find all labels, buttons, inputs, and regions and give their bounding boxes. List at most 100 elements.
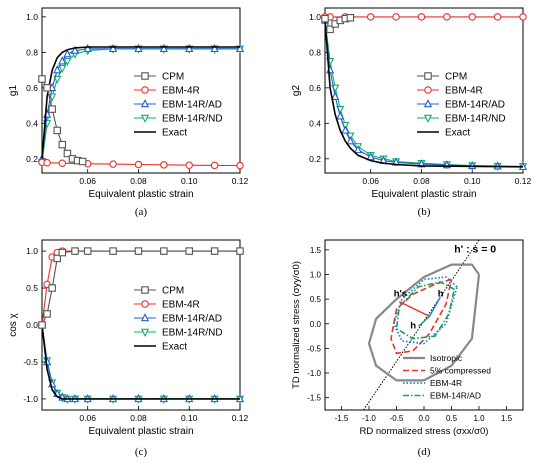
x-tick-label: 0.10 [181,413,198,423]
legend-marker [423,114,433,123]
y-tick-label: 0.6 [26,83,38,93]
data-point [53,126,61,135]
panel-label: (d) [418,446,431,458]
data-point [38,321,46,329]
data-point [236,161,244,170]
data-point [43,84,51,92]
x-tick-label: 0.06 [79,413,96,423]
panel-label: (c) [135,446,148,458]
data-point [53,65,62,74]
x-tick-label: 0.12 [232,413,249,423]
data-point [48,105,56,113]
x-tick-label: -0.5 [390,414,404,423]
y-axis-label: TD normalized stress (σyy/σ0) [291,261,302,389]
legend-label: CPM [445,72,467,83]
legend-label: EBM-14R/ND [162,114,223,125]
x-tick-label: 0.08 [130,413,147,423]
y-tick-label: 0.4 [26,118,38,128]
legend-label: EBM-4R [162,86,200,97]
x-tick-label: 0.08 [413,176,430,186]
data-point [210,43,219,53]
panel-label: (b) [418,206,431,218]
vector-h-green [418,315,430,327]
hs-annotation: h' : s = 0 [454,243,496,255]
y-tick-label: 0.2 [26,154,38,164]
y-tick-label: 0.0 [310,320,322,329]
data-point [63,49,72,58]
data-point [236,247,244,255]
legend-label: EBM-14R/AD [430,391,481,401]
data-point [321,14,329,23]
series-line-EBM-14R/AD [324,20,524,168]
data-point [71,247,79,255]
x-axis-label: Equivalent plastic strain [371,189,476,200]
y-tick-label: -1.0 [307,369,321,378]
data-point [392,13,400,21]
legend-label: Exact [162,128,187,139]
series-line-Exact [41,46,240,159]
legend-label: EBM-14R/ND [445,114,506,125]
legend-marker [141,286,149,294]
data-point [417,13,426,21]
x-tick-label: 0.12 [232,176,249,186]
legend-label: CPM [162,286,184,297]
panel-label: (a) [135,206,148,218]
data-point [346,136,355,145]
data-point [366,13,375,21]
data-point [493,13,502,21]
legend-marker [423,99,433,108]
plot-frame [324,239,524,411]
x-tick-label: 0.0 [418,414,430,423]
legend-label: EBM-4R [445,86,483,97]
y-tick-label: -1.5 [307,394,321,403]
y-axis-label: g2 [291,85,302,97]
x-tick-label: 0.06 [362,176,379,186]
data-point [134,160,143,169]
legend-label: EBM-14R/AD [162,314,222,325]
hs-line [363,239,480,411]
legend-marker [140,313,150,322]
x-tick-label: 0.08 [130,176,147,186]
series-line-EBM-4R [41,161,241,167]
legend-label: CPM [162,72,184,83]
y-tick-label: 1.5 [310,246,322,255]
plot-frame [41,239,241,411]
data-point [210,161,219,170]
data-point [519,13,527,21]
data-point [336,111,345,120]
data-point [108,43,118,53]
vector-label-h-blue: h [438,289,444,300]
x-tick-label: 0.10 [181,176,198,186]
x-tick-label: -1.5 [335,414,349,423]
plot-frame [41,7,241,174]
legend-label: Exact [162,342,187,353]
data-point [160,161,168,169]
series-curve-EBM-14R/AD [395,281,456,340]
y-tick-label: 0.2 [309,154,321,164]
y-axis-label: g1 [8,85,19,97]
x-axis-label: Equivalent plastic strain [88,426,193,437]
legend-label: 5% compressed [430,366,491,376]
legend-label: Exact [445,128,470,139]
y-tick-label: -0.5 [23,357,38,367]
x-tick-label: 0.5 [446,414,458,423]
x-tick-label: -1.0 [362,414,376,423]
legend-marker [140,328,150,337]
data-point [58,56,67,65]
data-point [83,43,92,53]
legend-label: EBM-4R [430,378,462,388]
panel-d: -1.5 -1.0 -0.5 0.0 0.5 1.0 1.5 -1.5 -1.0 -0.5 0.0 0… [291,239,524,458]
panel-c: 0.06 0.08 0.10 0.12 -1.0 -0.5 0.0 0.5 1.0 Equival… [8,239,249,458]
y-tick-label: 1.0 [309,12,321,22]
data-point [109,160,117,168]
legend-marker [424,72,432,80]
y-tick-label: -1.0 [23,394,38,404]
vector-hs [398,300,430,318]
y-tick-label: 0.8 [309,47,321,57]
series-line-Exact [324,20,524,168]
data-point [58,140,67,149]
data-point [43,310,51,318]
data-point [185,161,193,169]
vector-label-h-green: h [410,321,416,332]
